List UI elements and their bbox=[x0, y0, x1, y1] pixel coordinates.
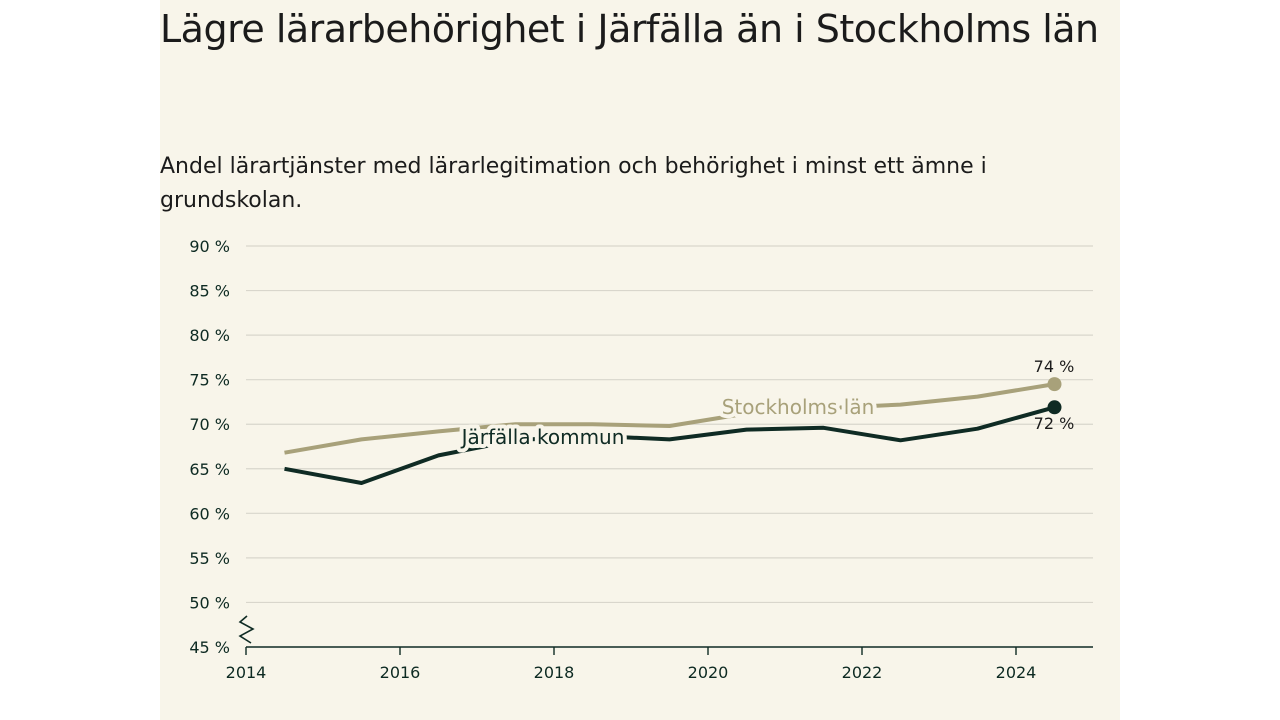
y-tick-label-50: 50 % bbox=[189, 593, 230, 612]
series-lines bbox=[284, 377, 1062, 485]
series-label-stockholms-lan: Stockholms län bbox=[722, 395, 875, 419]
series-label-jarfalla-kommun: Järfälla kommun bbox=[460, 425, 625, 449]
end-point-stockholms-lan bbox=[1047, 377, 1062, 392]
x-tick-label-2018: 2018 bbox=[534, 663, 575, 682]
y-tick-label-90: 90 % bbox=[189, 237, 230, 256]
y-tick-label-65: 65 % bbox=[189, 460, 230, 479]
y-tick-label-55: 55 % bbox=[189, 549, 230, 568]
y-tick-label-80: 80 % bbox=[189, 326, 230, 345]
x-tick-label-2020: 2020 bbox=[688, 663, 729, 682]
x-tick-label-2014: 2014 bbox=[226, 663, 267, 682]
axis-break-marker bbox=[238, 615, 255, 644]
x-tick-label-2022: 2022 bbox=[842, 663, 883, 682]
y-tick-label-60: 60 % bbox=[189, 504, 230, 523]
chart-title: Lägre lärarbehörighet i Järfälla än i St… bbox=[160, 7, 1099, 51]
x-tick-label-2016: 2016 bbox=[380, 663, 421, 682]
x-axis-ticks: 2014 2016 2018 2020 2022 2024 bbox=[226, 646, 1093, 682]
y-tick-label-45: 45 % bbox=[189, 638, 230, 657]
series-line-jarfalla-kommun bbox=[284, 405, 1056, 485]
end-value-label-jarfalla-kommun: 72 % bbox=[1034, 414, 1075, 433]
chart-background bbox=[160, 0, 1120, 720]
y-axis-ticks: 45 % 50 % 55 % 60 % 65 % 70 % 75 % 80 % 85 % 90 % bbox=[189, 237, 255, 657]
end-value-label-stockholms-lan: 74 % bbox=[1034, 357, 1075, 376]
y-tick-label-75: 75 % bbox=[189, 371, 230, 390]
x-tick-label-2024: 2024 bbox=[996, 663, 1037, 682]
y-tick-label-85: 85 % bbox=[189, 282, 230, 301]
series-labels: Stockholms län Järfälla kommun 74 % 72 % bbox=[456, 357, 1075, 453]
chart-subtitle: Andel lärartjänster med lärarlegitimatio… bbox=[160, 154, 987, 213]
series-line-stockholms-lan bbox=[284, 382, 1055, 455]
y-tick-label-70: 70 % bbox=[189, 415, 230, 434]
end-point-jarfalla-kommun bbox=[1047, 400, 1062, 415]
